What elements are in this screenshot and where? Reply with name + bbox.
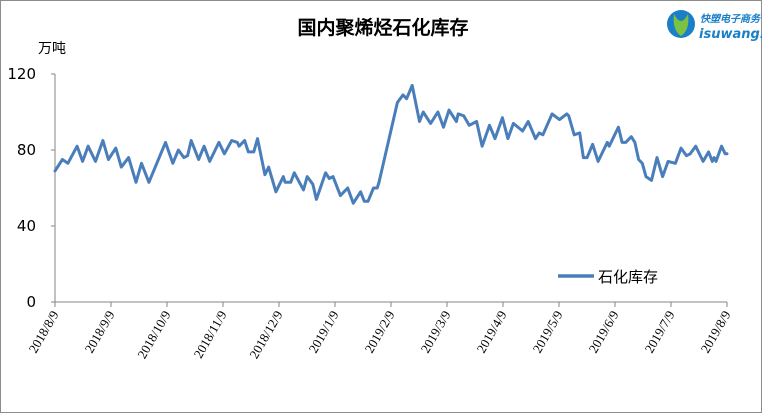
x-tick-label: 2019/4/9 bbox=[473, 308, 509, 356]
y-tick-label: 0 bbox=[26, 293, 36, 311]
series-line-0 bbox=[53, 83, 729, 205]
x-tick-label: 2019/2/9 bbox=[361, 308, 397, 356]
legend-label: 石化库存 bbox=[598, 268, 658, 286]
y-tick-label: 40 bbox=[17, 217, 36, 235]
x-tick-label: 2018/11/9 bbox=[190, 308, 229, 361]
y-tick-label: 120 bbox=[7, 65, 36, 83]
x-tick-label: 2018/9/9 bbox=[81, 308, 117, 356]
x-tick-label: 2019/6/9 bbox=[585, 308, 621, 356]
x-tick-label: 2019/8/9 bbox=[697, 308, 733, 356]
x-tick-label: 2019/5/9 bbox=[529, 308, 565, 356]
x-tick-label: 2019/7/9 bbox=[641, 308, 677, 356]
y-axis-unit: 万吨 bbox=[38, 41, 66, 57]
x-tick-label: 2018/12/9 bbox=[246, 308, 285, 361]
x-tick-label: 2018/10/9 bbox=[134, 308, 173, 361]
logo-text-en: isuwang.com bbox=[699, 27, 762, 42]
legend: 石化库存 bbox=[558, 268, 658, 286]
chart-title: 国内聚烯烃石化库存 bbox=[297, 16, 468, 39]
y-tick-label: 80 bbox=[17, 141, 36, 159]
x-tick-label: 2019/3/9 bbox=[417, 308, 453, 356]
isuwang-logo: 快塑电子商务 isuwang.com bbox=[667, 10, 762, 42]
logo-text-cn: 快塑电子商务 bbox=[700, 13, 762, 25]
x-tick-label: 2019/1/9 bbox=[305, 308, 341, 356]
x-tick-label: 2018/8/9 bbox=[25, 308, 61, 356]
